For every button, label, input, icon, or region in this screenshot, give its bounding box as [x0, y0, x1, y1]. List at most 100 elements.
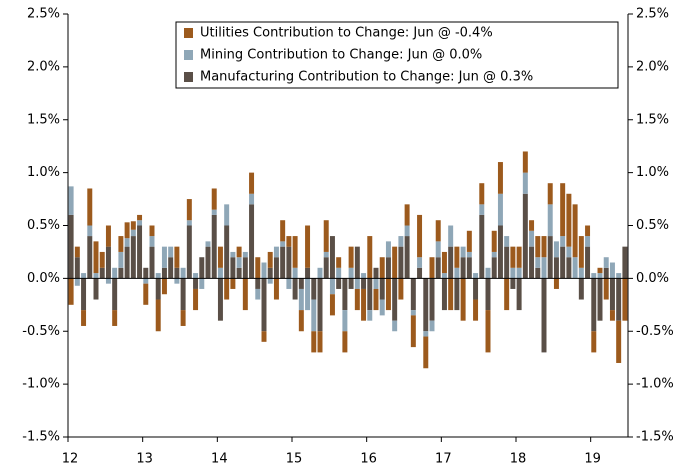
bar [398, 246, 404, 279]
bar [479, 214, 485, 279]
bar [404, 204, 410, 226]
bar [448, 278, 454, 311]
bar [68, 278, 74, 305]
bar [273, 257, 279, 279]
bar [392, 278, 398, 321]
x-tick-label: 17 [435, 452, 452, 467]
bar [81, 310, 87, 326]
bar [510, 246, 516, 268]
bar [186, 220, 192, 226]
bar [342, 310, 348, 332]
bar [292, 267, 298, 279]
bar [280, 246, 286, 279]
x-tick-label: 16 [360, 452, 377, 467]
bar [441, 273, 447, 279]
bar [585, 225, 591, 237]
y-tick-label: -1.5% [22, 430, 60, 445]
bar [448, 246, 454, 279]
bar [616, 278, 622, 321]
bar [224, 225, 230, 279]
bar [155, 299, 161, 332]
bar [435, 241, 441, 258]
bar [255, 257, 261, 279]
bar [74, 246, 80, 258]
bar [504, 278, 510, 311]
bar [479, 204, 485, 215]
bar [429, 278, 435, 321]
bar [81, 278, 87, 311]
bar [81, 273, 87, 279]
bar [305, 225, 311, 268]
bar [323, 220, 329, 252]
bar [560, 236, 566, 247]
bar [112, 267, 118, 279]
bar [404, 236, 410, 279]
bar [143, 267, 149, 279]
bar [87, 225, 93, 237]
bar [298, 288, 304, 311]
y-tick-label: 0.5% [27, 218, 60, 233]
bar [112, 310, 118, 326]
bar [485, 267, 491, 279]
bar [603, 257, 609, 268]
bar [423, 336, 429, 369]
bar [597, 267, 603, 274]
bar [454, 267, 460, 279]
bar [298, 278, 304, 289]
bar [161, 278, 167, 295]
bar [454, 278, 460, 311]
bar [385, 241, 391, 258]
bar [261, 278, 267, 332]
bar [118, 236, 124, 252]
bar [180, 267, 186, 279]
bar [535, 257, 541, 268]
bar [460, 257, 466, 279]
bar [149, 236, 155, 247]
bar [286, 246, 292, 279]
bar [622, 246, 628, 279]
bar [522, 151, 528, 173]
bar [460, 246, 466, 258]
bar [491, 251, 497, 258]
bar [230, 257, 236, 279]
bar [199, 257, 205, 279]
bar [591, 278, 597, 332]
y2-tick-label: -0.5% [636, 324, 674, 339]
bar [124, 238, 130, 247]
bar [410, 278, 416, 311]
bar [180, 278, 186, 311]
bar [348, 267, 354, 279]
bar [373, 278, 379, 289]
bar [361, 288, 367, 321]
bar [105, 225, 111, 247]
y-tick-label: 2.5% [27, 7, 60, 22]
bar [236, 246, 242, 258]
bar [242, 278, 248, 311]
bar [597, 273, 603, 279]
bar [578, 267, 584, 279]
bar [93, 241, 99, 274]
legend-swatch [184, 72, 193, 82]
bar [130, 236, 136, 279]
bar [529, 230, 535, 247]
x-tick-label: 15 [286, 452, 303, 467]
y2-tick-label: 1.0% [636, 165, 669, 180]
y2-tick-label: 0.5% [636, 218, 669, 233]
bar [261, 331, 267, 342]
bar [168, 257, 174, 279]
bar [497, 225, 503, 279]
y-tick-label: 1.0% [27, 165, 60, 180]
bar [336, 267, 342, 279]
bar [466, 251, 472, 258]
bar [336, 257, 342, 268]
legend-label: Utilities Contribution to Change: Jun @ … [200, 26, 493, 41]
bar [473, 273, 479, 279]
bar [441, 278, 447, 311]
y-tick-label: 0.0% [27, 271, 60, 286]
bar [622, 278, 628, 321]
legend-swatch [184, 28, 193, 38]
bar [242, 251, 248, 258]
bar [529, 246, 535, 279]
y2-tick-label: -1.5% [636, 430, 674, 445]
